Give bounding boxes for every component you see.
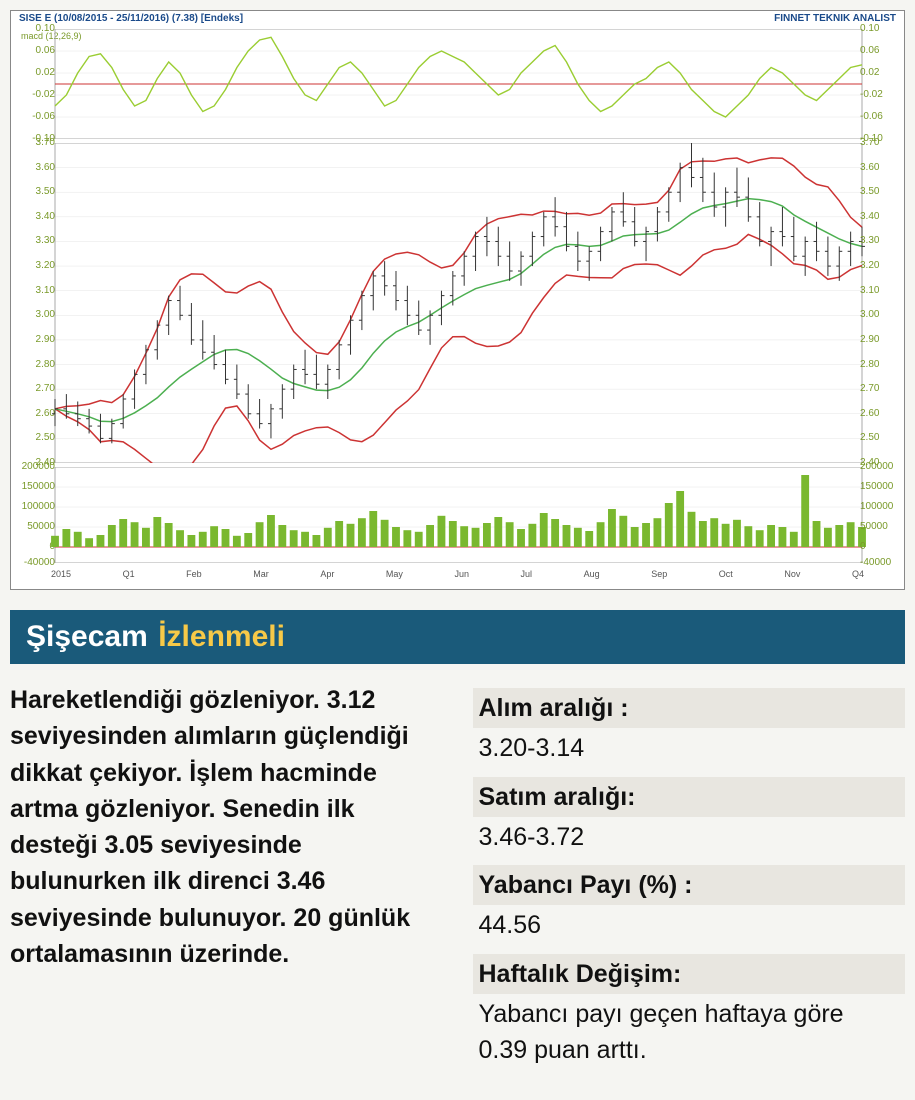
weekly-change-value: Yabancı payı geçen haftaya göre 0.39 pua…	[473, 994, 906, 1071]
price-panel: 3.703.603.503.403.303.203.103.002.902.80…	[15, 143, 900, 463]
volume-panel: 200000150000100000500000-40000 200000150…	[15, 467, 900, 563]
foreign-share-value: 44.56	[473, 905, 906, 945]
sell-range-value: 3.46-3.72	[473, 817, 906, 857]
macd-panel: 0.100.060.02-0.02-0.06-0.10 0.100.060.02…	[15, 29, 900, 139]
foreign-share-label: Yabancı Payı (%) :	[473, 865, 906, 905]
stock-chart: SISE E (10/08/2015 - 25/11/2016) (7.38) …	[10, 10, 905, 590]
title-bar: Şişecam İzlenmeli	[10, 610, 905, 664]
x-axis-labels: 2015Q1FebMarAprMayJunJulAugSepOctNovQ4	[51, 569, 864, 585]
analysis-text: Hareketlendiği gözleniyor. 3.12 seviyesi…	[10, 682, 443, 1072]
buy-range-label: Alım aralığı :	[473, 688, 906, 728]
buy-range-value: 3.20-3.14	[473, 728, 906, 768]
title-part1: Şişecam	[26, 620, 148, 653]
weekly-change-label: Haftalık Değişim:	[473, 954, 906, 994]
title-part2: İzlenmeli	[158, 620, 285, 653]
sell-range-label: Satım aralığı:	[473, 777, 906, 817]
content-columns: Hareketlendiği gözleniyor. 3.12 seviyesi…	[10, 682, 905, 1072]
data-fields: Alım aralığı : 3.20-3.14 Satım aralığı: …	[473, 682, 906, 1072]
